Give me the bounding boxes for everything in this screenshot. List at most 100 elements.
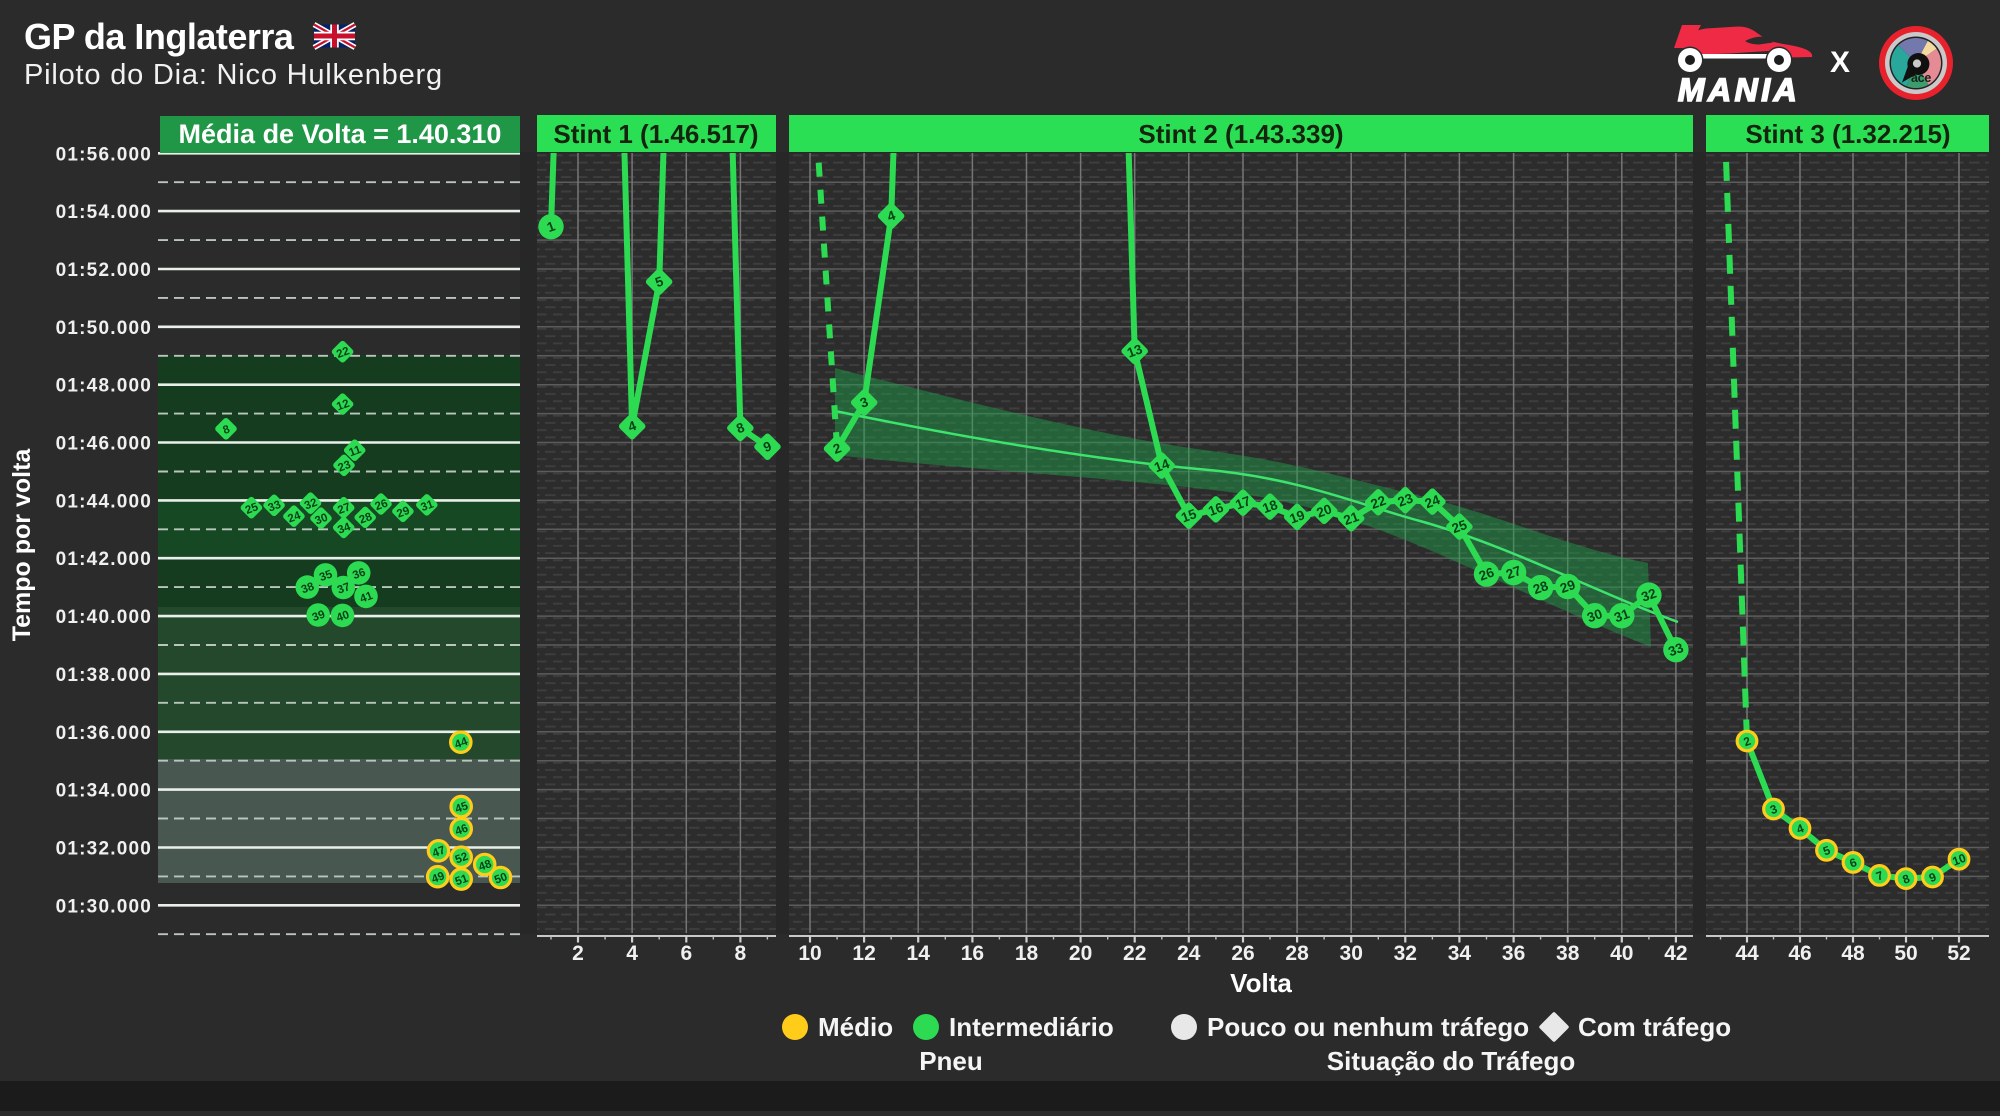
svg-text:50: 50 [493, 871, 509, 887]
svg-text:01:34.000: 01:34.000 [56, 781, 152, 802]
svg-text:16: 16 [961, 942, 984, 965]
svg-text:28: 28 [1531, 578, 1551, 597]
svg-text:32: 32 [1394, 942, 1417, 965]
svg-text:01:46.000: 01:46.000 [56, 434, 152, 455]
svg-text:Pouco ou nenhum tráfego: Pouco ou nenhum tráfego [1207, 1012, 1529, 1042]
svg-text:38: 38 [1556, 942, 1580, 965]
svg-text:42: 42 [1664, 942, 1687, 965]
svg-text:ace: ace [1911, 71, 1931, 85]
svg-text:6: 6 [680, 942, 692, 965]
svg-text:Médio: Médio [818, 1012, 893, 1042]
svg-text:49: 49 [430, 870, 446, 886]
svg-text:6: 6 [1848, 855, 1859, 871]
svg-text:Piloto do Dia: Nico Hulkenberg: Piloto do Dia: Nico Hulkenberg [24, 59, 443, 91]
svg-text:24: 24 [286, 510, 303, 526]
svg-text:18: 18 [1260, 497, 1280, 516]
svg-text:47: 47 [431, 844, 447, 860]
svg-text:16: 16 [1206, 500, 1226, 519]
svg-text:Com tráfego: Com tráfego [1578, 1012, 1731, 1042]
svg-text:12: 12 [852, 942, 875, 965]
svg-text:8: 8 [221, 423, 232, 437]
svg-text:30: 30 [1340, 942, 1363, 965]
svg-text:10: 10 [798, 942, 821, 965]
svg-text:52: 52 [1947, 942, 1970, 965]
svg-text:15: 15 [1179, 506, 1199, 525]
svg-text:25: 25 [244, 501, 261, 517]
svg-text:18: 18 [1015, 942, 1039, 965]
svg-text:27: 27 [336, 501, 352, 517]
svg-text:4: 4 [626, 942, 638, 965]
svg-text:01:38.000: 01:38.000 [56, 665, 152, 686]
svg-text:19: 19 [1287, 507, 1306, 526]
svg-text:44: 44 [453, 736, 470, 752]
svg-text:21: 21 [1342, 509, 1362, 528]
svg-text:Situação do Tráfego: Situação do Tráfego [1327, 1046, 1576, 1076]
svg-text:41: 41 [358, 590, 375, 606]
svg-text:Stint 3 (1.32.215): Stint 3 (1.32.215) [1745, 119, 1950, 149]
svg-text:8: 8 [1901, 871, 1912, 887]
svg-text:26: 26 [1231, 942, 1254, 965]
svg-text:01:42.000: 01:42.000 [56, 549, 152, 570]
svg-text:26: 26 [373, 498, 389, 514]
svg-text:17: 17 [1233, 493, 1252, 512]
svg-text:40: 40 [1610, 942, 1633, 965]
svg-text:8: 8 [735, 942, 747, 965]
svg-text:01:32.000: 01:32.000 [56, 839, 152, 860]
svg-text:29: 29 [1558, 577, 1577, 596]
svg-text:20: 20 [1069, 942, 1092, 965]
svg-text:29: 29 [395, 505, 411, 521]
svg-text:45: 45 [454, 800, 471, 816]
svg-text:34: 34 [336, 521, 353, 537]
svg-text:28: 28 [358, 511, 375, 527]
svg-text:01:56.000: 01:56.000 [56, 144, 152, 165]
svg-text:23: 23 [336, 459, 352, 475]
svg-text:23: 23 [1396, 490, 1416, 509]
svg-text:GP da Inglaterra: GP da Inglaterra [24, 16, 295, 57]
svg-text:Intermediário: Intermediário [949, 1012, 1114, 1042]
svg-text:5: 5 [1821, 843, 1832, 859]
svg-text:2: 2 [572, 942, 584, 965]
svg-text:44: 44 [1735, 942, 1759, 965]
svg-text:01:50.000: 01:50.000 [56, 318, 152, 339]
svg-text:01:52.000: 01:52.000 [56, 260, 152, 281]
svg-text:46: 46 [1788, 942, 1811, 965]
svg-text:35: 35 [318, 568, 335, 584]
svg-text:32: 32 [1639, 585, 1658, 604]
svg-text:MANIA: MANIA [1678, 72, 1800, 108]
svg-text:01:48.000: 01:48.000 [56, 376, 152, 397]
svg-text:30: 30 [1585, 606, 1604, 625]
svg-text:Pneu: Pneu [919, 1046, 983, 1076]
svg-text:48: 48 [477, 858, 494, 874]
svg-text:25: 25 [1450, 517, 1470, 536]
svg-text:24: 24 [1177, 942, 1201, 965]
svg-text:01:30.000: 01:30.000 [56, 896, 152, 917]
svg-text:31: 31 [1612, 606, 1632, 625]
svg-text:28: 28 [1285, 942, 1309, 965]
svg-text:34: 34 [1448, 942, 1472, 965]
svg-text:13: 13 [1125, 341, 1145, 360]
svg-text:30: 30 [313, 512, 329, 528]
svg-text:22: 22 [335, 345, 351, 361]
svg-text:14: 14 [907, 942, 931, 965]
svg-text:4: 4 [1795, 821, 1806, 837]
svg-text:36: 36 [351, 566, 367, 582]
svg-text:32: 32 [303, 497, 319, 513]
svg-text:Stint 1 (1.46.517): Stint 1 (1.46.517) [553, 119, 758, 149]
svg-text:01:36.000: 01:36.000 [56, 723, 152, 744]
svg-text:33: 33 [267, 499, 283, 515]
svg-text:11: 11 [347, 444, 363, 460]
svg-text:46: 46 [454, 822, 470, 838]
svg-text:9: 9 [1927, 870, 1938, 886]
svg-text:01:44.000: 01:44.000 [56, 491, 152, 512]
svg-text:01:40.000: 01:40.000 [56, 607, 152, 628]
svg-text:X: X [1830, 46, 1850, 79]
svg-text:38: 38 [300, 580, 317, 596]
svg-text:7: 7 [1874, 868, 1885, 884]
svg-text:Tempo por volta: Tempo por volta [8, 448, 36, 642]
svg-text:40: 40 [335, 609, 351, 625]
svg-text:3: 3 [1768, 802, 1779, 818]
svg-text:48: 48 [1841, 942, 1865, 965]
svg-text:27: 27 [1504, 563, 1523, 582]
svg-text:50: 50 [1894, 942, 1917, 965]
svg-text:Volta: Volta [1230, 968, 1292, 998]
